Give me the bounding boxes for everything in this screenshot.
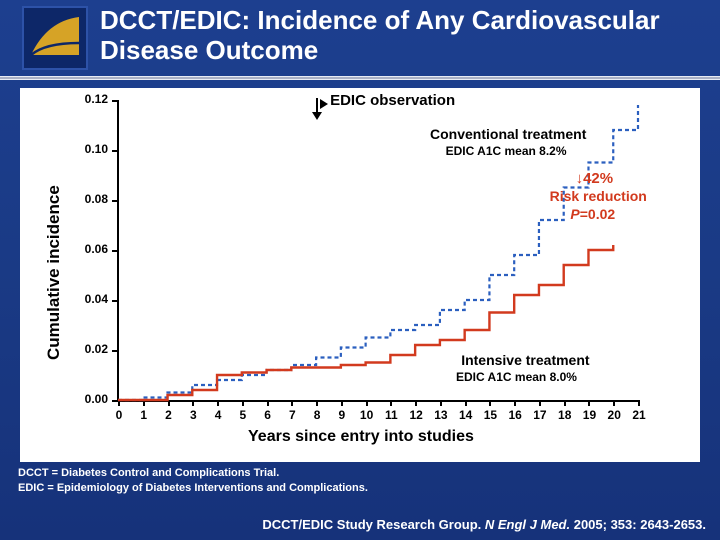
- y-tick-label: 0.06: [85, 242, 108, 256]
- x-tick-label: 12: [407, 408, 425, 422]
- chart-container: Cumulative incidence Years since entry i…: [20, 88, 700, 462]
- logo-curve-icon: [29, 13, 81, 63]
- edic-arrow-right-icon: [320, 99, 328, 109]
- y-axis-title: Cumulative incidence: [44, 185, 64, 360]
- annotation-int_label: Intensive treatment: [461, 352, 589, 368]
- logo: [22, 6, 88, 70]
- x-tick-label: 13: [432, 408, 450, 422]
- title-divider: [0, 76, 720, 80]
- annotation-int_a1c: EDIC A1C mean 8.0%: [456, 370, 577, 384]
- x-tick-label: 10: [358, 408, 376, 422]
- x-axis-title: Years since entry into studies: [248, 428, 474, 446]
- x-tick-label: 6: [259, 408, 277, 422]
- x-tick-label: 5: [234, 408, 252, 422]
- x-tick-label: 11: [382, 408, 400, 422]
- y-tick-label: 0.12: [85, 92, 108, 106]
- annotation-risk2: Risk reduction: [550, 188, 647, 204]
- x-tick-label: 18: [556, 408, 574, 422]
- annotation-conv_label: Conventional treatment: [430, 126, 586, 142]
- edic-marker-arrow-icon: [312, 112, 322, 120]
- annotation-risk1: ↓42%: [576, 170, 614, 187]
- x-tick-label: 3: [184, 408, 202, 422]
- abbreviations: DCCT = Diabetes Control and Complication…: [18, 466, 368, 496]
- x-tick-label: 1: [135, 408, 153, 422]
- x-tick-label: 21: [630, 408, 648, 422]
- abbrev-line-2: EDIC = Epidemiology of Diabetes Interven…: [18, 481, 368, 496]
- annotation-risk3: P=0.02: [570, 206, 615, 222]
- slide-root: DCCT/EDIC: Incidence of Any Cardiovascul…: [0, 0, 720, 540]
- x-tick-label: 17: [531, 408, 549, 422]
- y-tick-label: 0.00: [85, 392, 108, 406]
- x-tick-label: 16: [506, 408, 524, 422]
- abbrev-line-1: DCCT = Diabetes Control and Complication…: [18, 466, 368, 481]
- x-tick-label: 8: [308, 408, 326, 422]
- reference-prefix: DCCT/EDIC Study Research Group.: [262, 517, 484, 532]
- x-tick-label: 4: [209, 408, 227, 422]
- reference-suffix: 2005; 353: 2643-2653.: [570, 517, 706, 532]
- y-tick-label: 0.04: [85, 292, 108, 306]
- edic-observation-label: EDIC observation: [330, 92, 455, 109]
- slide-title: DCCT/EDIC: Incidence of Any Cardiovascul…: [100, 6, 710, 66]
- y-tick-label: 0.02: [85, 342, 108, 356]
- reference-journal: N Engl J Med.: [485, 517, 570, 532]
- annotation-conv_a1c: EDIC A1C mean 8.2%: [446, 144, 567, 158]
- x-tick-label: 15: [481, 408, 499, 422]
- y-tick-label: 0.10: [85, 142, 108, 156]
- y-tick-label: 0.08: [85, 192, 108, 206]
- x-tick-label: 2: [160, 408, 178, 422]
- x-tick-label: 20: [605, 408, 623, 422]
- x-tick-label: 9: [333, 408, 351, 422]
- reference: DCCT/EDIC Study Research Group. N Engl J…: [0, 517, 706, 532]
- x-tick-label: 7: [283, 408, 301, 422]
- x-tick-label: 14: [457, 408, 475, 422]
- x-tick-label: 19: [580, 408, 598, 422]
- x-tick-label: 0: [110, 408, 128, 422]
